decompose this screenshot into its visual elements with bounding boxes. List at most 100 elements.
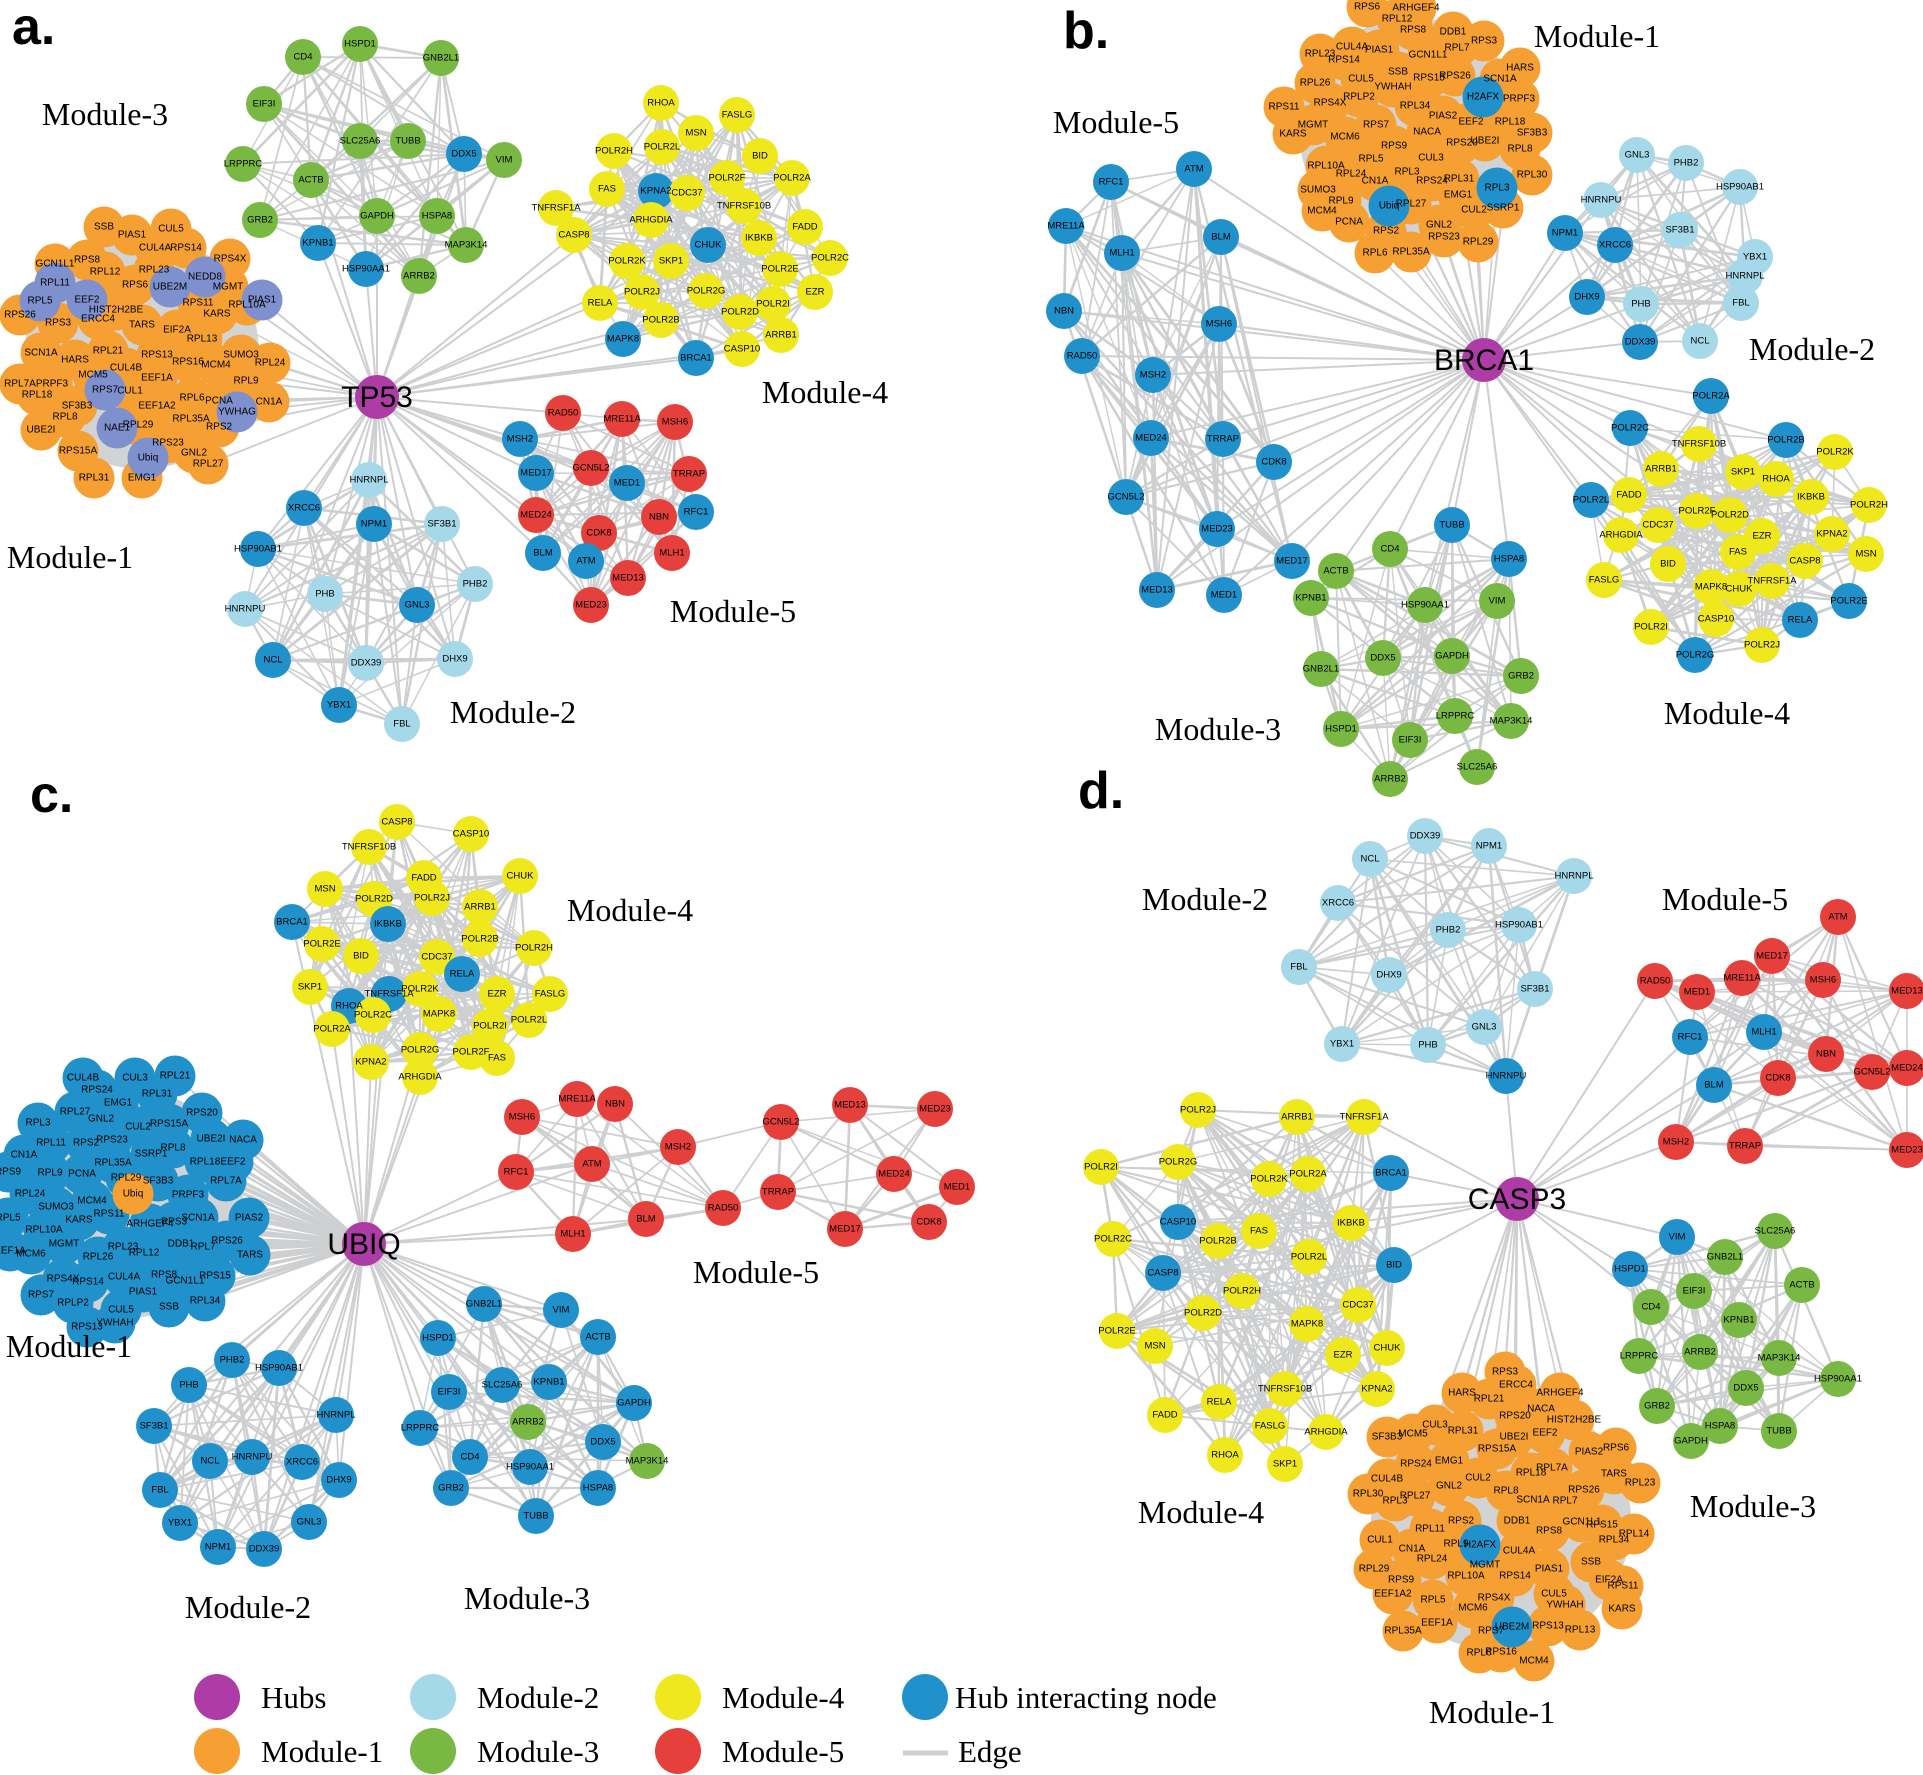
svg-text:ARHGEF4: ARHGEF4 bbox=[1392, 3, 1440, 14]
svg-text:MED1: MED1 bbox=[944, 1182, 970, 1193]
svg-text:MRE11A: MRE11A bbox=[1047, 221, 1085, 232]
svg-text:RPL21: RPL21 bbox=[1474, 1394, 1505, 1405]
svg-text:MCM4: MCM4 bbox=[1519, 1656, 1549, 1667]
svg-text:SKP1: SKP1 bbox=[659, 256, 683, 267]
svg-text:NACA: NACA bbox=[1527, 1404, 1555, 1415]
svg-text:DDX5: DDX5 bbox=[590, 1437, 615, 1448]
svg-text:TNFRSF10B: TNFRSF10B bbox=[342, 842, 396, 853]
svg-text:CASP10: CASP10 bbox=[724, 344, 760, 355]
svg-text:YBX1: YBX1 bbox=[1330, 1039, 1354, 1050]
svg-text:ATM: ATM bbox=[582, 1159, 601, 1170]
svg-text:RPL9: RPL9 bbox=[1328, 196, 1353, 207]
svg-text:RPS4X: RPS4X bbox=[1478, 1593, 1511, 1604]
svg-text:EZR: EZR bbox=[1334, 1350, 1353, 1361]
svg-text:RPL26: RPL26 bbox=[1300, 78, 1331, 89]
svg-text:RPS3: RPS3 bbox=[1471, 36, 1498, 47]
svg-text:HSPA8: HSPA8 bbox=[1705, 1421, 1735, 1432]
svg-text:SLC25A6: SLC25A6 bbox=[1457, 762, 1498, 773]
svg-text:Module-2: Module-2 bbox=[1142, 881, 1268, 917]
svg-text:Module-4: Module-4 bbox=[1664, 695, 1790, 731]
svg-text:MGMT: MGMT bbox=[1298, 120, 1329, 131]
svg-text:SKP1: SKP1 bbox=[1731, 467, 1755, 478]
svg-text:DDX5: DDX5 bbox=[1733, 1383, 1758, 1394]
svg-text:MED17: MED17 bbox=[1276, 556, 1308, 567]
svg-text:Module-5: Module-5 bbox=[1053, 104, 1179, 140]
svg-text:SSB: SSB bbox=[159, 1302, 179, 1313]
svg-text:SCN1A: SCN1A bbox=[1483, 74, 1517, 85]
svg-text:SUMO3: SUMO3 bbox=[1300, 185, 1336, 196]
svg-text:BLM: BLM bbox=[533, 548, 553, 559]
svg-text:MSN: MSN bbox=[1144, 1341, 1165, 1352]
svg-text:Module-3: Module-3 bbox=[1155, 711, 1281, 747]
svg-text:KARS: KARS bbox=[203, 309, 231, 320]
svg-text:XRCC6: XRCC6 bbox=[286, 1457, 318, 1468]
svg-text:EEF1A: EEF1A bbox=[0, 1246, 26, 1257]
svg-text:MED24: MED24 bbox=[1135, 433, 1167, 444]
svg-text:RPL9: RPL9 bbox=[37, 1168, 62, 1179]
svg-text:POLR2E: POLR2E bbox=[1830, 596, 1868, 607]
svg-text:RPS15A: RPS15A bbox=[59, 446, 98, 457]
svg-text:RPL10A: RPL10A bbox=[1447, 1571, 1485, 1582]
svg-text:HSP90AB1: HSP90AB1 bbox=[1495, 920, 1543, 931]
svg-text:DDX5: DDX5 bbox=[1370, 653, 1395, 664]
svg-text:TARS: TARS bbox=[129, 320, 155, 331]
svg-text:MED13: MED13 bbox=[834, 1100, 866, 1111]
svg-text:HNRNPU: HNRNPU bbox=[1486, 1071, 1527, 1082]
svg-text:CN1A: CN1A bbox=[1362, 176, 1389, 187]
svg-text:HARS: HARS bbox=[61, 355, 89, 366]
svg-text:MSH2: MSH2 bbox=[507, 434, 533, 445]
svg-text:CASP8: CASP8 bbox=[381, 817, 412, 828]
svg-text:POLR2I: POLR2I bbox=[756, 299, 790, 310]
svg-text:RPL10A: RPL10A bbox=[228, 300, 266, 311]
svg-text:RPS4X: RPS4X bbox=[1314, 98, 1347, 109]
svg-text:RHOA: RHOA bbox=[647, 98, 675, 109]
svg-text:POLR2I: POLR2I bbox=[1084, 1162, 1118, 1173]
svg-text:MED1: MED1 bbox=[1684, 987, 1710, 998]
svg-text:YWHAH: YWHAH bbox=[1546, 1600, 1583, 1611]
svg-text:RPL29: RPL29 bbox=[111, 1173, 142, 1184]
svg-text:UBE2I: UBE2I bbox=[197, 1134, 226, 1145]
svg-text:KPNA2: KPNA2 bbox=[1816, 529, 1847, 540]
svg-text:SF3B1: SF3B1 bbox=[427, 519, 456, 530]
svg-text:MED24: MED24 bbox=[520, 510, 552, 521]
svg-text:Module-3: Module-3 bbox=[464, 1580, 590, 1616]
svg-text:DDX5: DDX5 bbox=[451, 149, 476, 160]
svg-text:MED1: MED1 bbox=[614, 478, 640, 489]
svg-text:LRPPRC: LRPPRC bbox=[1436, 711, 1475, 722]
svg-text:KPNB1: KPNB1 bbox=[1723, 1315, 1754, 1326]
svg-text:RPS24: RPS24 bbox=[81, 1085, 113, 1096]
svg-text:BID: BID bbox=[1386, 1260, 1402, 1271]
svg-text:EMG1: EMG1 bbox=[1435, 1456, 1464, 1467]
svg-text:RFC1: RFC1 bbox=[1678, 1032, 1703, 1043]
svg-text:CUL5: CUL5 bbox=[108, 1305, 134, 1316]
svg-text:RPS3: RPS3 bbox=[161, 1217, 188, 1228]
svg-text:MCM5: MCM5 bbox=[1398, 1429, 1428, 1440]
svg-text:Module-2: Module-2 bbox=[1749, 331, 1875, 367]
svg-text:GNL3: GNL3 bbox=[297, 1517, 322, 1528]
svg-text:SSRP1: SSRP1 bbox=[135, 1149, 168, 1160]
svg-text:Module-1: Module-1 bbox=[1429, 1694, 1555, 1730]
svg-text:MED24: MED24 bbox=[1891, 1063, 1923, 1074]
svg-text:MED13: MED13 bbox=[1141, 585, 1173, 596]
svg-text:ARHGDIA: ARHGDIA bbox=[629, 215, 673, 226]
svg-text:MCM4: MCM4 bbox=[1307, 206, 1337, 217]
svg-text:MGMT: MGMT bbox=[213, 282, 244, 293]
svg-text:NCL: NCL bbox=[200, 1456, 219, 1467]
svg-text:PRPF3: PRPF3 bbox=[36, 379, 69, 390]
svg-text:GCN5L2: GCN5L2 bbox=[763, 1117, 800, 1128]
svg-text:XRCC6: XRCC6 bbox=[1322, 898, 1354, 909]
svg-text:RPL8: RPL8 bbox=[1507, 144, 1532, 155]
svg-text:CASP8: CASP8 bbox=[1147, 1268, 1178, 1279]
svg-text:Module-2: Module-2 bbox=[185, 1589, 311, 1625]
svg-text:RPL30: RPL30 bbox=[1353, 1489, 1384, 1500]
svg-text:RPL6: RPL6 bbox=[1466, 1648, 1491, 1659]
svg-text:RPL9: RPL9 bbox=[233, 376, 258, 387]
svg-text:PIAS2: PIAS2 bbox=[235, 1213, 264, 1224]
svg-text:RPS11: RPS11 bbox=[183, 298, 214, 309]
svg-text:BID: BID bbox=[353, 951, 369, 962]
svg-text:H2AFX: H2AFX bbox=[1467, 92, 1500, 103]
svg-text:LRPPRC: LRPPRC bbox=[224, 159, 263, 170]
svg-text:FASLG: FASLG bbox=[722, 110, 753, 121]
svg-text:NBN: NBN bbox=[1816, 1049, 1836, 1060]
svg-text:Edge: Edge bbox=[958, 1734, 1022, 1769]
